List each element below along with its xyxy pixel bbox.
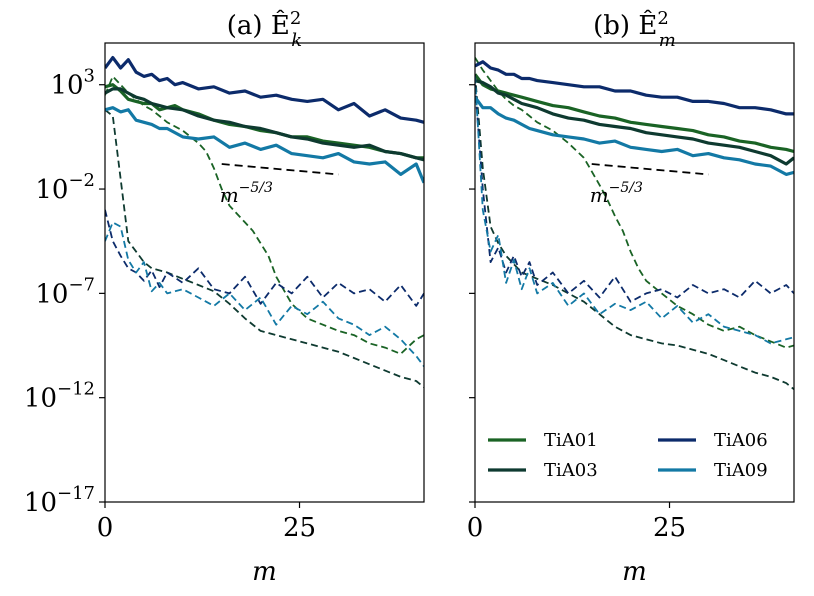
y-tick-exponent: −12 [57, 379, 95, 400]
x-tick-label: 0 [97, 513, 114, 543]
series-line-tia01-dashed [475, 57, 794, 349]
title-sub: k [291, 30, 302, 51]
series-line-tia06-solid [475, 60, 794, 116]
y-tick-exponent: −7 [68, 274, 95, 295]
legend-label-tia01: TiA01 [544, 430, 598, 451]
series-line-tia03-dashed [105, 109, 424, 389]
series-line-tia03-solid [475, 79, 794, 166]
series-line-tia09-solid [105, 106, 424, 184]
y-tick-label: 10−17 [24, 483, 95, 518]
reference-slope-line [591, 163, 709, 176]
x-tick-label: 25 [283, 513, 316, 543]
series-line-tia06-dashed [475, 84, 794, 303]
x-tick-label: 0 [467, 513, 484, 543]
x-axis-label: m [252, 557, 277, 587]
x-tick-label: 25 [653, 513, 686, 543]
panel-title: (b) Ê2 m [593, 8, 676, 51]
legend-label-tia03: TiA03 [544, 460, 598, 481]
reference-slope-label: m−5/3 [220, 180, 273, 207]
y-tick-base: 10 [35, 279, 68, 309]
title-sup: 2 [290, 8, 301, 29]
y-tick-label: 10−7 [35, 274, 95, 309]
axes-frame [104, 42, 425, 503]
title-sub: m [659, 30, 676, 51]
y-tick-base: 10 [35, 175, 68, 205]
series-group [105, 55, 424, 389]
title-main: (b) Ê [593, 9, 657, 41]
x-axis-label: m [622, 557, 647, 587]
series-line-tia09-dashed [475, 76, 794, 345]
y-tick-base: 10 [50, 71, 83, 101]
y-tick-exponent: 3 [84, 66, 95, 87]
series-line-tia06-dashed [105, 209, 424, 307]
reference-slope-label: m−5/3 [590, 180, 643, 207]
series-group [475, 57, 794, 391]
reference-slope-line [221, 163, 339, 176]
y-tick-exponent: −2 [68, 170, 95, 191]
series-line-tia01-solid [475, 73, 794, 154]
reference-label-main: m [590, 183, 609, 207]
y-tick-exponent: −17 [57, 483, 95, 504]
y-tick-label: 10−2 [35, 170, 95, 205]
y-tick-base: 10 [24, 488, 57, 518]
reference-label-main: m [220, 183, 239, 207]
y-tick-base: 10 [24, 384, 57, 414]
series-line-tia01-dashed [105, 75, 424, 355]
panel-title: (a) Ê2 k [227, 8, 302, 51]
series-line-tia09-dashed [105, 221, 424, 367]
title-main: (a) Ê [227, 9, 290, 41]
series-line-tia06-solid [105, 55, 424, 124]
reference-label-sup: −5/3 [609, 180, 643, 196]
y-tick-label: 10−12 [24, 379, 95, 414]
axes-frame [474, 42, 795, 503]
legend-label-tia06: TiA06 [714, 430, 768, 451]
reference-label-sup: −5/3 [239, 180, 273, 196]
series-line-tia03-solid [105, 87, 424, 162]
legend-label-tia09: TiA09 [714, 460, 768, 481]
title-sup: 2 [657, 8, 668, 29]
y-tick-label: 103 [50, 66, 95, 101]
series-line-tia09-solid [475, 96, 794, 176]
